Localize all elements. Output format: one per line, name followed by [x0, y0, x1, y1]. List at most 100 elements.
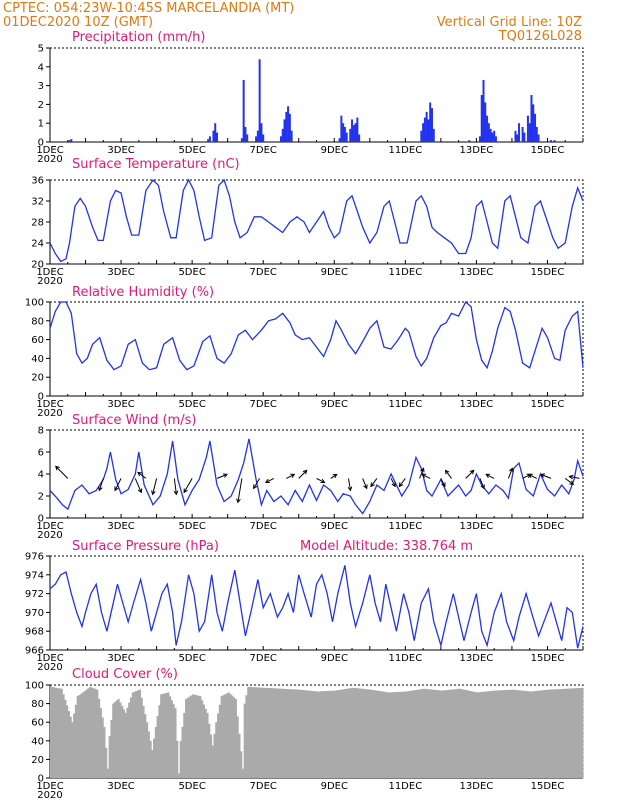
cloud-bar: [234, 698, 237, 778]
cloud-bar: [291, 689, 294, 778]
cloud-bar: [158, 705, 161, 778]
cloud-bar: [302, 690, 305, 778]
cloud-bar: [362, 688, 365, 778]
precip-bar: [258, 59, 261, 142]
x-tick-label: 5DEC: [178, 267, 205, 278]
y-tick-label: 28: [31, 218, 44, 229]
y-tick-label: 8: [38, 426, 44, 437]
cloud-bar: [408, 690, 412, 778]
x-tick-label: 5DEC: [178, 653, 205, 664]
cloud-bar: [96, 689, 99, 778]
station-header: CPTEC: 054:23W-10:45S MARCELANDIA (MT): [3, 1, 295, 16]
cloud-bar: [396, 691, 399, 778]
wind-arrow-head: [320, 478, 326, 484]
cloud-bar: [380, 691, 383, 778]
wind-arrow: [419, 468, 425, 479]
cloud-bar: [133, 691, 136, 778]
wind-arrow: [370, 478, 378, 487]
wind-arrow: [98, 478, 104, 491]
cloud-bar: [295, 689, 298, 778]
precip-bar: [352, 125, 355, 142]
precip-bar: [340, 115, 343, 142]
wind-arrow: [398, 478, 406, 487]
cloud-bar: [364, 689, 367, 778]
cloud-bar: [444, 690, 447, 778]
y-tick-label: 970: [25, 608, 44, 619]
precip-bar: [425, 111, 428, 142]
x-tick-label: 13DEC: [460, 521, 494, 532]
x-tick-label: 1DEC: [36, 653, 63, 664]
cloud-bar: [250, 687, 253, 778]
wind-arrow-head: [485, 473, 491, 478]
cloud-bar: [74, 704, 78, 778]
cloud-bar: [273, 688, 277, 778]
cloud-bar: [556, 689, 559, 778]
cloud-bar: [76, 696, 79, 778]
cloud-bar: [513, 689, 516, 778]
cloud-bar: [440, 690, 444, 778]
cloud-bar: [437, 690, 440, 778]
cloud-bar: [483, 691, 486, 778]
precip-bar: [521, 126, 524, 142]
cloud-bar: [81, 692, 85, 778]
x-tick-label: 11DEC: [388, 399, 422, 410]
cloud-bar: [554, 689, 557, 778]
precip-bar: [279, 136, 282, 142]
wind-arrow-head: [569, 480, 575, 486]
cloud-bar: [229, 694, 232, 778]
cloud-bar: [129, 697, 133, 778]
precip-bar: [214, 123, 217, 142]
cloud-bar: [149, 740, 152, 778]
cloud-bar: [161, 693, 165, 778]
cloud-bar: [259, 687, 262, 778]
cloud-bar: [190, 695, 193, 778]
y-tick-label: 80: [31, 699, 44, 710]
cloud-bar: [280, 688, 284, 778]
y-tick-label: 0: [38, 392, 44, 403]
precip-bar: [429, 102, 432, 142]
wind-arrow-head: [441, 482, 446, 488]
x-tick-label: 7DEC: [250, 781, 277, 792]
cloud-bar: [330, 690, 333, 778]
cloud-bar: [320, 691, 323, 778]
cloud-bar: [533, 691, 536, 778]
precip-bar: [550, 140, 553, 142]
wind-arrow-head: [137, 488, 143, 494]
precip-bar: [70, 139, 73, 142]
cloud-bar: [378, 691, 381, 778]
wind-arrow-head: [222, 473, 228, 478]
cloud-bar: [346, 688, 349, 778]
panel-title: Cloud Cover (%): [72, 667, 178, 682]
y-tick-label: 6: [38, 448, 44, 459]
x-tick-label: 1DEC: [36, 521, 63, 532]
cloud-bar: [524, 690, 527, 778]
x-tick-label: 13DEC: [460, 267, 494, 278]
precip-bar: [432, 128, 435, 142]
x-tick-label: 3DEC: [107, 781, 134, 792]
cloud-bar: [78, 694, 81, 778]
wind-arrow: [564, 477, 574, 485]
cloud-bar: [392, 692, 396, 778]
wind-arrow-head: [391, 482, 396, 488]
precip-bar: [343, 126, 346, 142]
y-tick-label: 100: [25, 681, 44, 692]
wind-arrow: [286, 473, 295, 479]
cloud-bar: [238, 733, 241, 778]
cloud-bar: [305, 690, 309, 778]
y-tick-label: 2: [38, 100, 44, 111]
cloud-bar: [375, 690, 378, 778]
cloud-bar: [535, 690, 538, 778]
cloud-bar: [572, 688, 575, 778]
cloud-bar: [101, 717, 104, 778]
y-tick-label: 3: [38, 81, 44, 92]
x-tick-label: 15DEC: [531, 145, 565, 156]
cloud-bar: [304, 690, 307, 778]
x-tick-label: 9DEC: [321, 521, 348, 532]
cloud-bar: [515, 690, 518, 778]
cloud-bar: [376, 690, 380, 778]
x-tick-label: 5DEC: [178, 145, 205, 156]
cloud-bar: [94, 688, 97, 778]
cloud-bar: [423, 688, 426, 778]
cloud-bar: [499, 690, 502, 778]
cloud-bar: [463, 689, 467, 778]
